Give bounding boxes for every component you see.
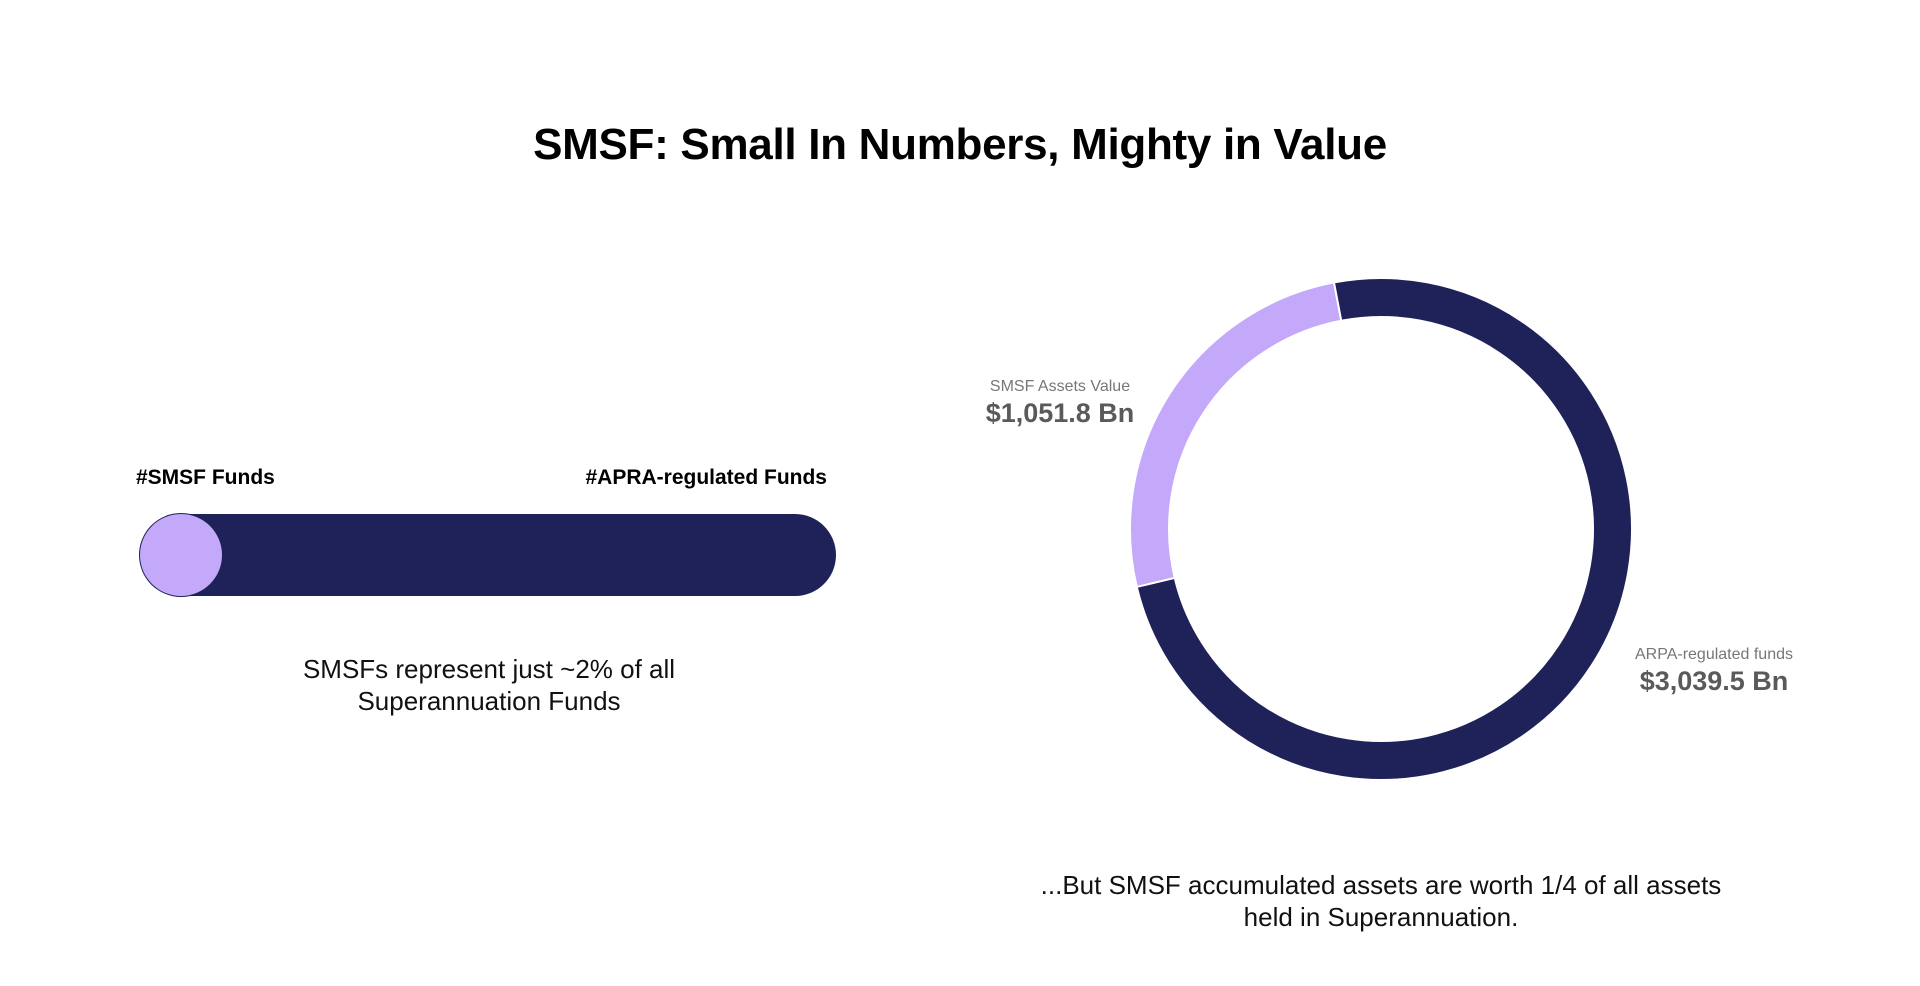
chart-title: SMSF: Small In Numbers, Mighty in Value bbox=[533, 120, 1387, 169]
donut-caption: ...But SMSF accumulated assets are worth… bbox=[1040, 870, 1722, 932]
bar-caption: SMSFs represent just ~2% of all Superann… bbox=[302, 654, 676, 716]
bar-label-apra: #APRA-regulated Funds bbox=[585, 466, 827, 489]
bar-segment-smsf bbox=[140, 514, 222, 596]
donut-slice-apra bbox=[1135, 277, 1633, 781]
slice-name: ARPA-regulated funds bbox=[1634, 646, 1793, 663]
bar-label-smsf: #SMSF Funds bbox=[136, 466, 275, 489]
slice-label-smsf: SMSF Assets Value $1,051.8 Bn bbox=[960, 378, 1160, 429]
slice-name: SMSF Assets Value bbox=[989, 378, 1131, 395]
donut-slice-smsf bbox=[1129, 281, 1343, 589]
bar-segment-apra bbox=[140, 514, 836, 596]
slice-value: $3,039.5 Bn bbox=[1639, 666, 1789, 696]
slice-value: $1,051.8 Bn bbox=[985, 398, 1135, 428]
slice-label-apra: ARPA-regulated funds $3,039.5 Bn bbox=[1604, 646, 1824, 697]
